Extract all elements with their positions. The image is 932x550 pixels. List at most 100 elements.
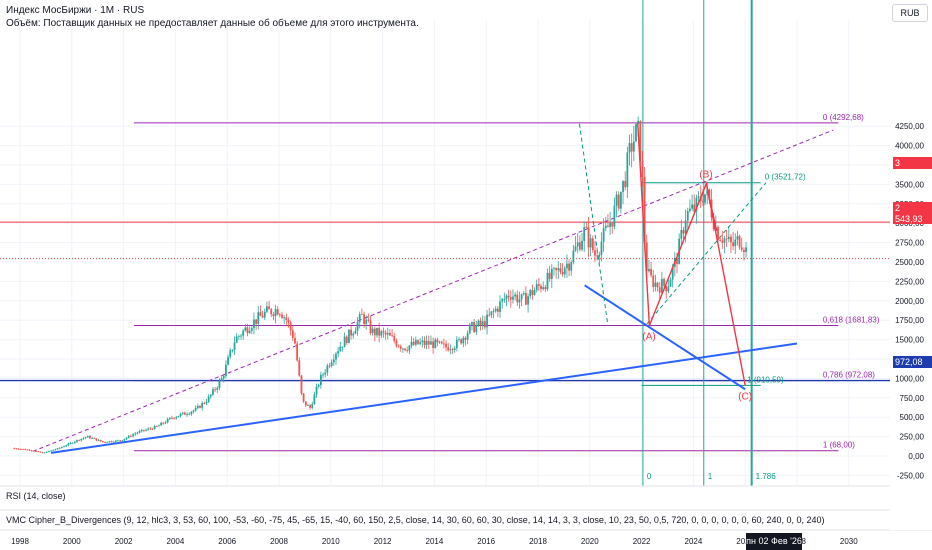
candle-body: [130, 435, 132, 437]
candle-body: [134, 433, 137, 435]
wave-lines: [637, 122, 746, 386]
candle-body: [563, 268, 566, 275]
price-tick-label: 500,00: [900, 413, 925, 422]
candle-body: [311, 404, 314, 408]
candle-body: [302, 393, 305, 402]
candle-body: [313, 394, 316, 405]
symbol-title[interactable]: Индекс МосБиржи · 1М · RUS: [6, 5, 145, 16]
candle-body: [740, 247, 743, 250]
candle-body: [272, 314, 275, 317]
time-fib-label: 1.786: [756, 472, 777, 481]
candle-body: [414, 340, 417, 345]
candles: [13, 116, 747, 454]
vmc-indicator-label[interactable]: VMC Cipher_B_Divergences (9, 12, hlc3, 3…: [6, 515, 825, 525]
level-label: 1 (68,00): [823, 441, 855, 450]
candle-body: [138, 431, 141, 433]
candle-body: [488, 314, 491, 316]
candle-body: [255, 319, 258, 324]
candle-body: [263, 311, 266, 318]
candle-body: [360, 314, 363, 315]
candle-body: [380, 331, 383, 336]
candle-body: [354, 330, 357, 334]
price-tick-label: 1750,00: [895, 316, 924, 325]
candle-body: [199, 405, 201, 408]
candle-body: [317, 385, 320, 387]
candle-body: [214, 389, 217, 391]
candle-body: [278, 314, 281, 316]
chart-labels: 0 (4292,68) 0 (3521,72) 0,618 (1681,83) 0,7…: [642, 113, 879, 481]
candle-body: [112, 441, 115, 443]
candle-body: [268, 306, 270, 310]
candle-body: [455, 339, 458, 349]
candle-body: [598, 254, 601, 257]
candle-body: [421, 340, 424, 343]
candle-body: [514, 294, 517, 297]
candle-body: [369, 320, 372, 333]
candle-body: [660, 279, 663, 293]
candle-body: [67, 443, 70, 446]
candle-body: [607, 225, 609, 227]
candle-body: [591, 238, 594, 251]
candle-body: [682, 229, 685, 234]
candle-body: [637, 120, 640, 125]
candle-body: [397, 345, 400, 347]
chart-legend: Индекс МосБиржи · 1М · RUS Объём: Постав…: [6, 4, 419, 30]
rsi-indicator-label[interactable]: RSI (14, close): [6, 491, 66, 501]
candle-body: [132, 434, 134, 437]
candle-body: [462, 337, 465, 344]
candle-body: [684, 220, 687, 234]
wave-label: (A): [642, 332, 655, 343]
candle-body: [546, 272, 549, 290]
time-fib-lines: [642, 0, 753, 486]
candle-body: [458, 339, 460, 341]
candle-body: [438, 341, 441, 343]
price-tick-label: 0,00: [908, 452, 924, 461]
candle-body: [365, 319, 368, 325]
candle-body: [73, 441, 76, 443]
candle-body: [339, 346, 342, 352]
candle-body: [58, 447, 61, 449]
candle-body: [171, 417, 173, 419]
candle-body: [639, 120, 642, 162]
candle-body: [352, 333, 355, 336]
candle-body: [274, 309, 277, 317]
candle-body: [613, 205, 616, 227]
time-tick-label: 2020: [581, 537, 599, 546]
candle-body: [650, 268, 652, 276]
price-tick-label: 3500,00: [895, 180, 924, 189]
candle-body: [570, 262, 573, 271]
candle-body: [270, 309, 273, 315]
level-label: 1 (910,59): [747, 375, 784, 384]
candle-body: [691, 204, 694, 209]
candle-body: [404, 348, 406, 351]
candle-body: [689, 208, 691, 211]
candle-body: [136, 432, 139, 434]
candle-body: [503, 299, 506, 300]
candle-body: [624, 180, 627, 188]
candle-body: [656, 282, 659, 288]
candle-body: [738, 236, 741, 248]
candle-body: [101, 441, 104, 443]
candle-body: [484, 321, 486, 328]
candle-body: [350, 329, 352, 336]
candle-body: [540, 285, 542, 290]
candle-body: [235, 336, 238, 343]
candle-body: [93, 438, 96, 439]
candle-body: [194, 407, 197, 411]
candle-body: [518, 299, 521, 303]
candle-body: [531, 290, 534, 295]
candle-body: [676, 257, 678, 264]
currency-button[interactable]: RUB: [892, 4, 928, 22]
candle-body: [615, 194, 618, 206]
candle-body: [505, 295, 508, 300]
price-axis-bg: [890, 0, 932, 530]
candle-body: [432, 341, 435, 348]
candle-body: [205, 401, 208, 404]
time-axis: 1998 2000 2002 2004 2006 2008 2010 2012 2014 2016…: [11, 537, 858, 546]
candle-body: [315, 386, 318, 395]
candle-body: [371, 328, 374, 333]
candle-body: [559, 268, 562, 272]
candle-body: [466, 333, 469, 340]
candle-body: [725, 238, 728, 240]
